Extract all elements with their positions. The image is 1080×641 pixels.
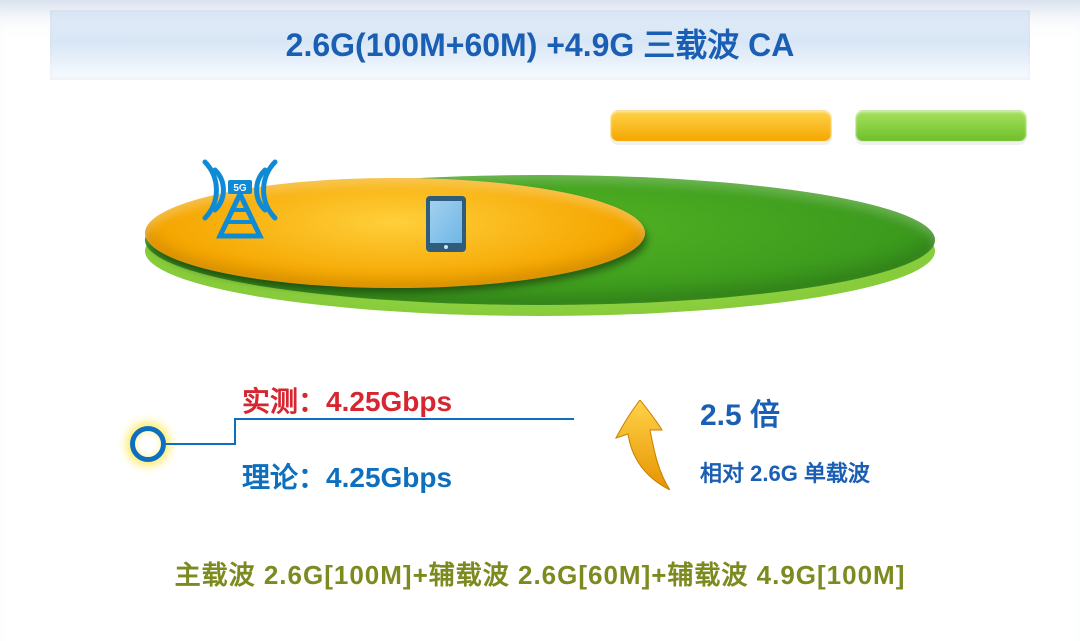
tablet-icon <box>425 195 467 253</box>
measured-label: 实测： <box>242 386 326 417</box>
legend-chip-4-9g <box>855 110 1027 142</box>
cell-tower-icon: 5G <box>190 140 290 240</box>
footer-config: 主载波 2.6G[100M]+辅载波 2.6G[60M]+辅载波 4.9G[10… <box>0 555 1080 592</box>
title-text: 2.6G(100M+60M) +4.9G 三载波 CA <box>286 27 795 63</box>
measured-value: 4.25Gbps <box>326 386 452 417</box>
gain-multiplier: 2.5 倍 <box>700 390 780 434</box>
theory-row: 理论：4.25Gbps <box>242 456 452 496</box>
connector-ring-icon <box>130 426 166 462</box>
up-arrow-icon <box>610 400 670 490</box>
diagram-canvas: 2.6G(100M+60M) +4.9G 三载波 CA 5G 实测：4.25Gb… <box>0 0 1080 641</box>
legend-chip-2-6g <box>610 110 832 142</box>
theory-value: 4.25Gbps <box>326 462 452 493</box>
connector-line <box>166 443 236 445</box>
frame-glow <box>0 0 1080 641</box>
measured-row: 实测：4.25Gbps <box>242 380 452 420</box>
title-bar: 2.6G(100M+60M) +4.9G 三载波 CA <box>50 10 1030 80</box>
gain-relative-to: 相对 2.6G 单载波 <box>700 456 870 488</box>
theory-label: 理论： <box>242 462 326 493</box>
connector-line <box>234 418 236 445</box>
